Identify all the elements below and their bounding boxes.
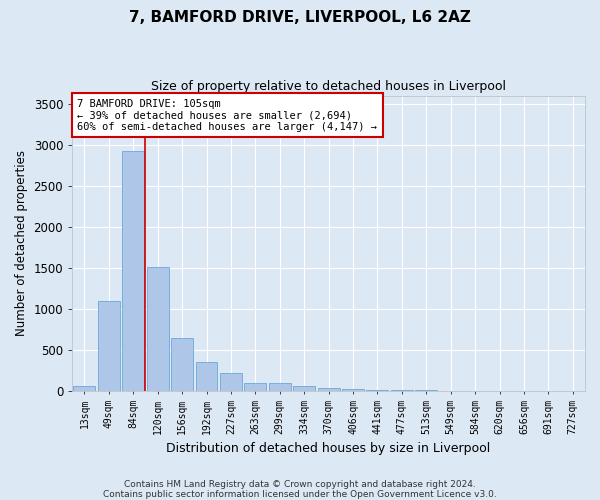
Bar: [293, 386, 315, 391]
Bar: [196, 362, 217, 391]
Title: Size of property relative to detached houses in Liverpool: Size of property relative to detached ho…: [151, 80, 506, 93]
Bar: [244, 382, 266, 391]
Bar: [367, 390, 388, 391]
Bar: [146, 267, 169, 391]
Bar: [269, 384, 291, 391]
Bar: [171, 338, 193, 391]
Bar: [98, 300, 120, 391]
Bar: [317, 388, 340, 391]
Bar: [73, 386, 95, 391]
X-axis label: Distribution of detached houses by size in Liverpool: Distribution of detached houses by size …: [166, 442, 491, 455]
Bar: [220, 373, 242, 391]
Text: Contains public sector information licensed under the Open Government Licence v3: Contains public sector information licen…: [103, 490, 497, 499]
Bar: [342, 389, 364, 391]
Text: 7 BAMFORD DRIVE: 105sqm
← 39% of detached houses are smaller (2,694)
60% of semi: 7 BAMFORD DRIVE: 105sqm ← 39% of detache…: [77, 98, 377, 132]
Text: 7, BAMFORD DRIVE, LIVERPOOL, L6 2AZ: 7, BAMFORD DRIVE, LIVERPOOL, L6 2AZ: [129, 10, 471, 25]
Y-axis label: Number of detached properties: Number of detached properties: [15, 150, 28, 336]
Text: Contains HM Land Registry data © Crown copyright and database right 2024.: Contains HM Land Registry data © Crown c…: [124, 480, 476, 489]
Bar: [391, 390, 413, 391]
Bar: [122, 152, 144, 391]
